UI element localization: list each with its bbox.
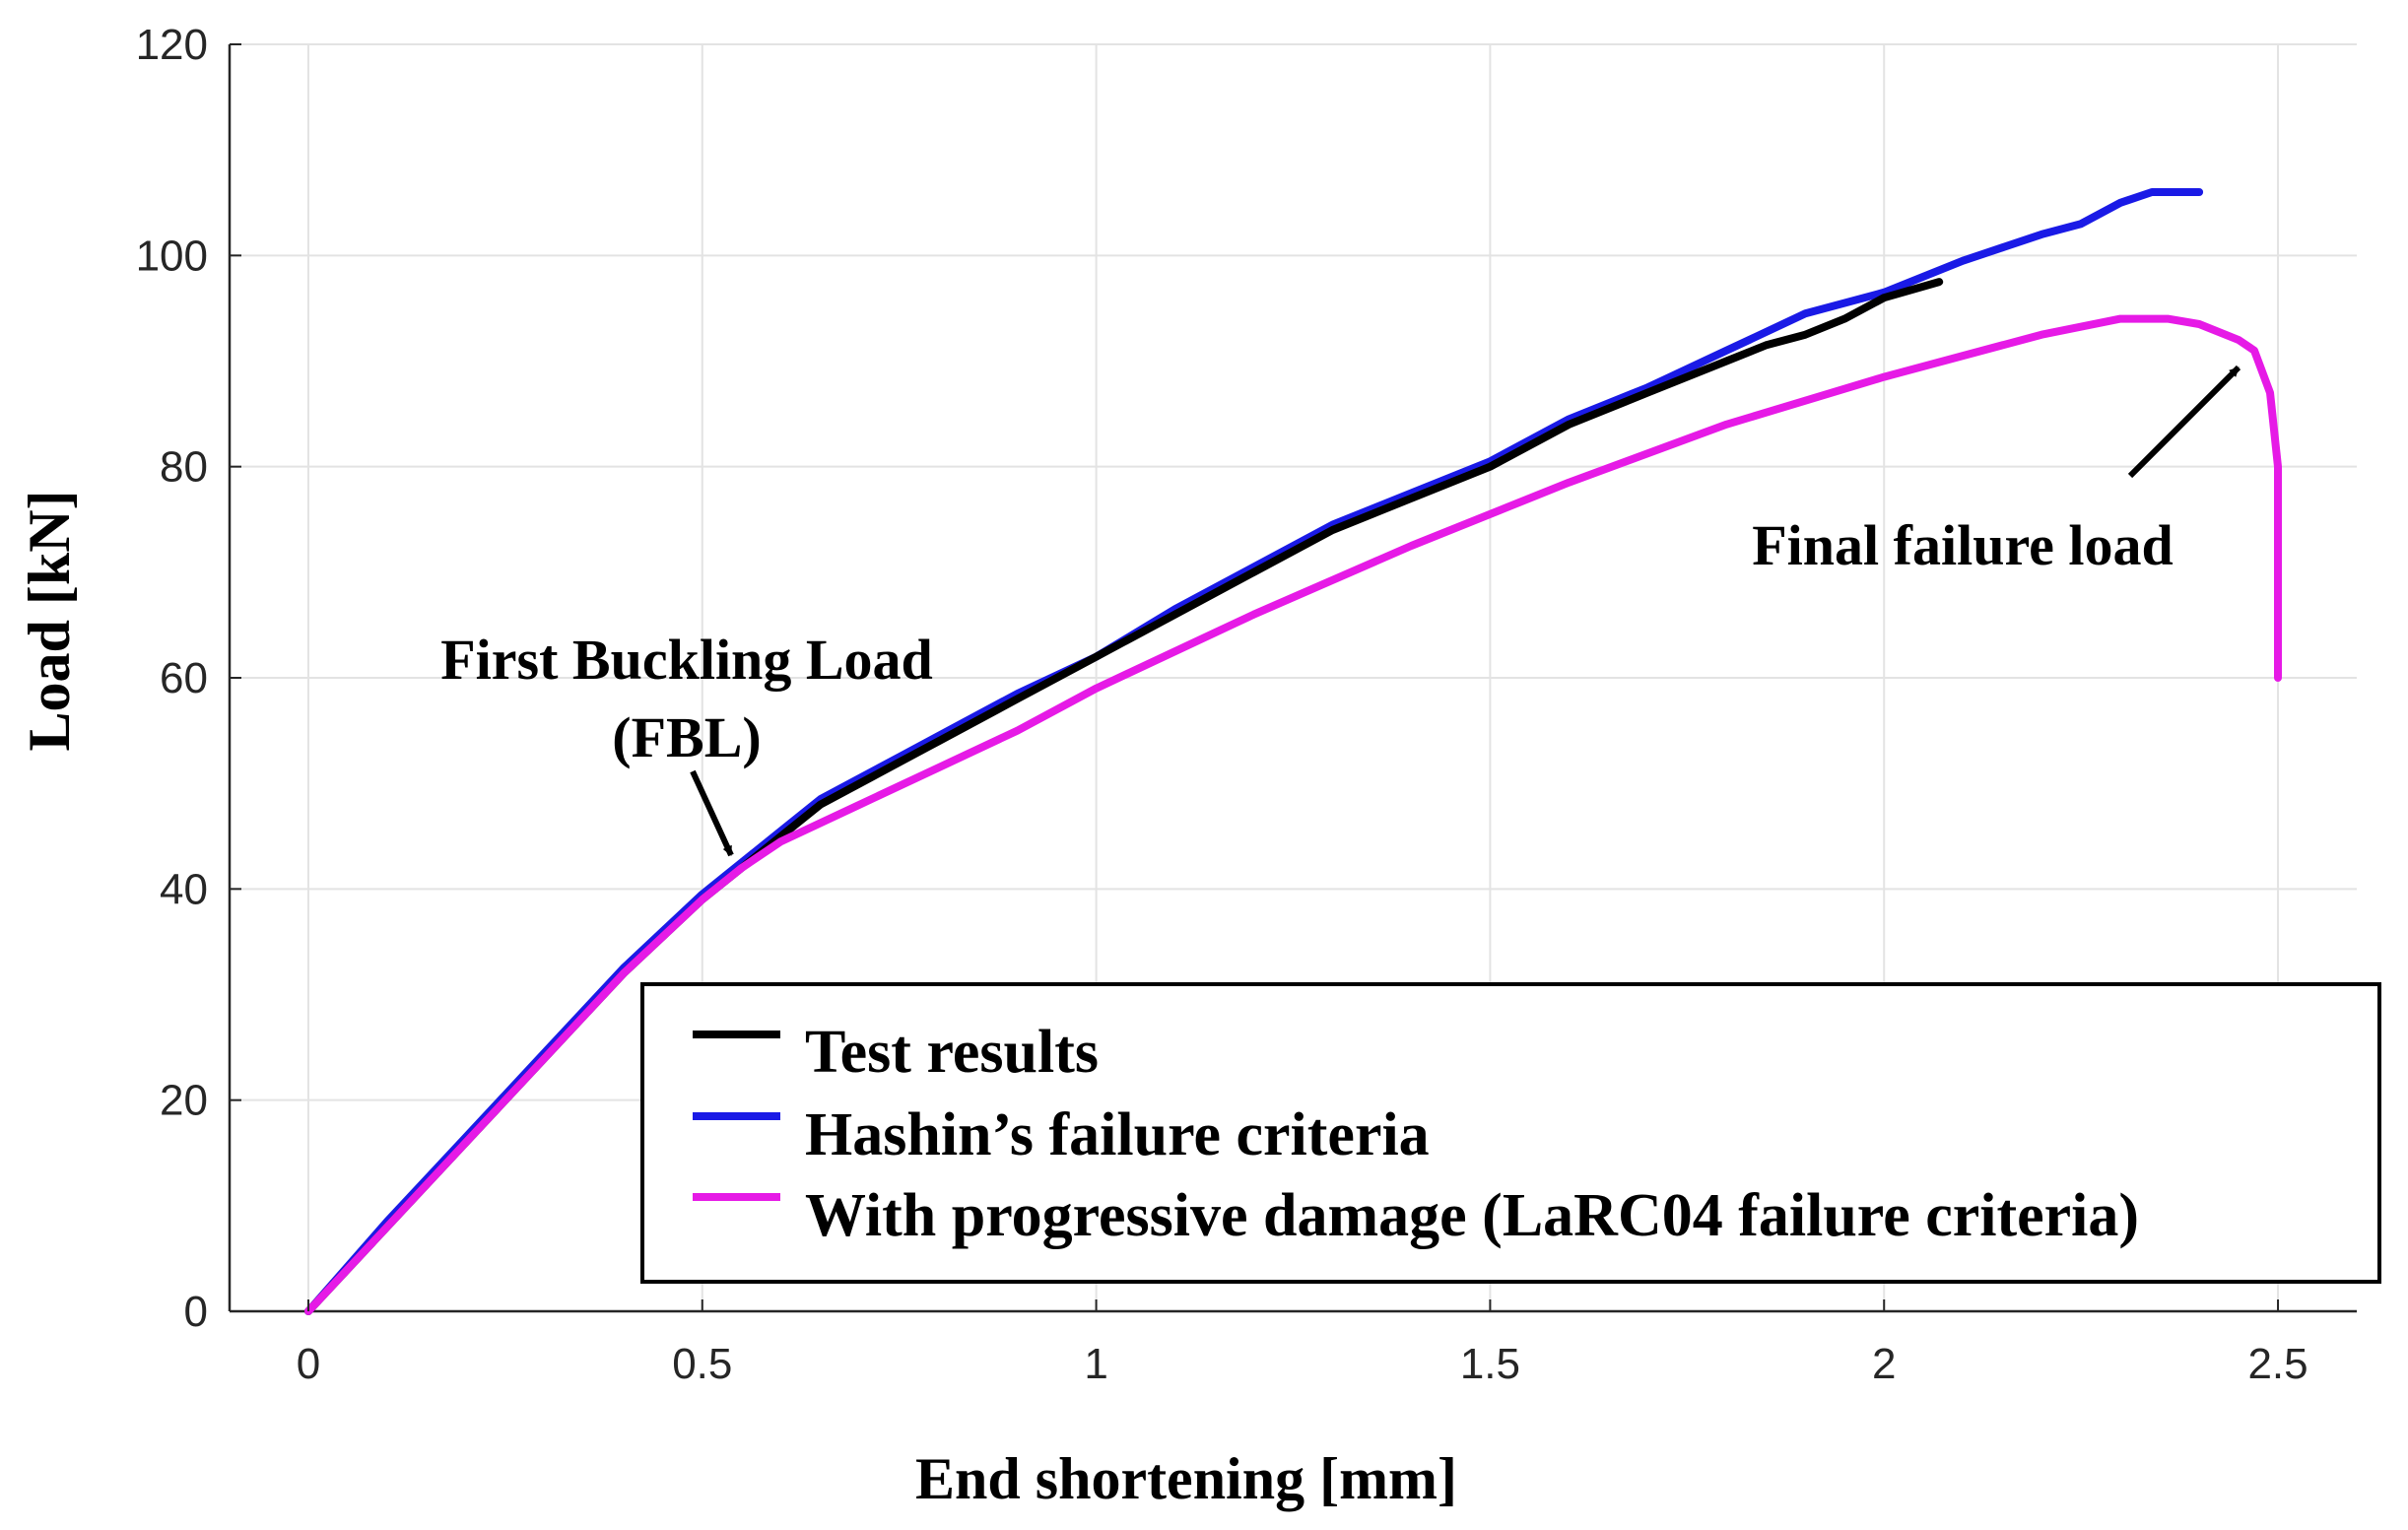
x-tick-label: 1 [1084, 1340, 1107, 1388]
y-tick-label: 80 [160, 443, 208, 492]
x-tick-label: 0.5 [672, 1340, 732, 1388]
fbl-arrow [690, 769, 734, 857]
series-line-larc04 [304, 314, 2282, 1315]
series-group [304, 188, 2282, 1315]
y-tick-label: 40 [160, 865, 208, 913]
y-axis-label: Load [kN] [17, 490, 82, 751]
y-tick-label: 0 [184, 1288, 208, 1336]
x-tick-label: 0 [297, 1340, 320, 1388]
x-tick-label: 2 [1872, 1340, 1896, 1388]
y-tick-label: 100 [136, 232, 208, 280]
y-tick-label: 60 [160, 654, 208, 702]
final-failure-annotation: Final failure load [1752, 513, 2174, 577]
fbl-annotation-line1: First Buckling Load [440, 628, 933, 692]
ticks: 0 0.5 1 1.5 2 2.5 0 20 40 60 80 100 120 [136, 21, 2308, 1388]
x-axis-label: End shortening [mm] [915, 1446, 1457, 1511]
legend-label-hashin: Hashin’s failure criteria [805, 1101, 1430, 1168]
fbl-annotation-line2: (FBL) [612, 705, 761, 769]
x-tick-label: 1.5 [1460, 1340, 1520, 1388]
x-tick-label: 2.5 [2247, 1340, 2308, 1388]
legend-label-larc04: With progressive damage (LaRC04 failure … [805, 1182, 2139, 1249]
legend-box [640, 982, 2381, 1284]
final-failure-arrow [2127, 365, 2241, 479]
legend: Test results Hashin’s failure criteria W… [640, 982, 2381, 1284]
y-tick-label: 120 [136, 21, 208, 69]
y-tick-label: 20 [160, 1077, 208, 1125]
legend-label-test: Test results [805, 1019, 1099, 1086]
